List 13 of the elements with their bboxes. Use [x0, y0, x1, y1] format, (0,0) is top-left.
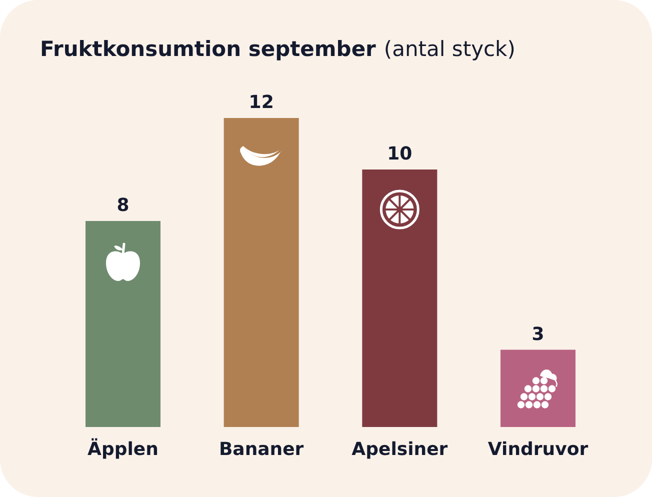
data-label: 10 — [387, 144, 412, 164]
x-tick-label: Äpplen — [88, 438, 158, 460]
x-tick-label: Vindruvor — [488, 439, 588, 460]
chart-subtitle: (antal styck) — [384, 37, 516, 61]
bar — [86, 221, 160, 427]
x-tick-label: Apelsiner — [352, 439, 448, 460]
data-label: 3 — [532, 324, 544, 345]
data-label: 12 — [248, 92, 274, 113]
data-label: 8 — [116, 195, 130, 216]
bar — [362, 170, 438, 427]
chart-title: Fruktkonsumtion september — [40, 37, 377, 61]
bar — [224, 118, 299, 427]
x-tick-label: Bananer — [218, 439, 304, 460]
